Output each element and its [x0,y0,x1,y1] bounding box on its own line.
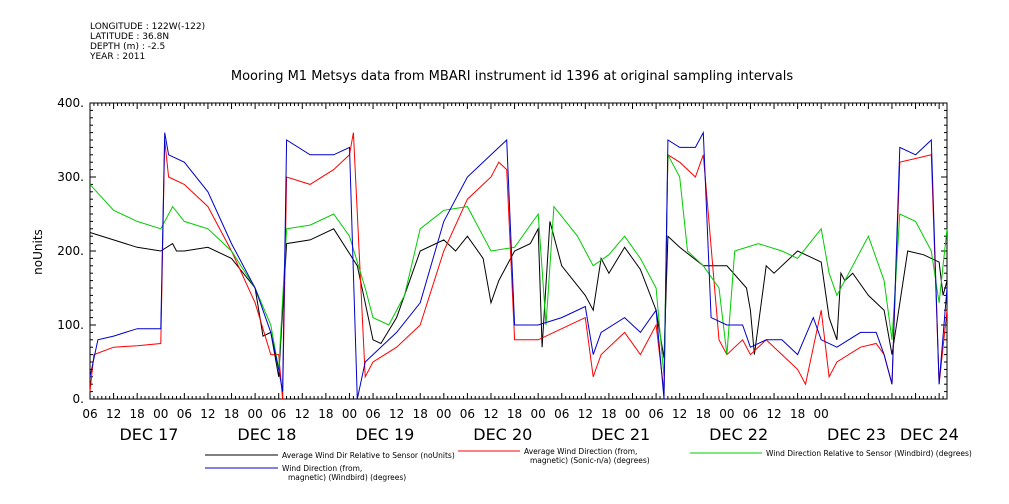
legend-label: magnetic) (Windbird) (degrees) [288,473,406,482]
y-tick-label: 100. [57,318,84,332]
legend: Average Wind Dir Relative to Sensor (noU… [205,447,972,482]
x-date-label: DEC 18 [237,425,296,444]
legend-label: Wind Direction (from, [282,464,362,473]
x-hour-label: 00 [153,407,168,421]
x-hour-label: 18 [696,407,711,421]
y-tick-label: 200. [57,244,84,258]
x-hour-label: 06 [648,407,663,421]
x-hour-label: 00 [814,407,829,421]
x-hour-label: 12 [766,407,781,421]
y-tick-label: 300. [57,170,84,184]
x-hour-label: 18 [130,407,145,421]
series-line-1 [89,221,948,377]
series-line-3 [89,152,948,377]
x-hour-label: 12 [672,407,687,421]
x-date-label: DEC 17 [119,425,178,444]
plot-frame [89,102,948,400]
x-hour-label: 12 [578,407,593,421]
x-hour-label: 06 [554,407,569,421]
legend-label: Wind Direction Relative to Sensor (Windb… [766,449,972,458]
x-hour-label: 18 [790,407,805,421]
x-date-label: DEC 22 [709,425,768,444]
legend-label: magnetic) (Sonic-n/a) (degrees) [530,456,650,465]
x-hour-label: 06 [743,407,758,421]
x-hour-label: 06 [460,407,475,421]
x-hour-label: 12 [295,407,310,421]
x-hour-label: 12 [483,407,498,421]
x-hour-label: 06 [271,407,286,421]
x-date-label: DEC 19 [355,425,414,444]
x-hour-label: 18 [413,407,428,421]
legend-label: Average Wind Direction (from, [524,447,637,456]
series-line-4 [89,130,948,400]
y-tick-label: 0. [73,392,84,406]
x-hour-label: 00 [625,407,640,421]
x-hour-label: 12 [200,407,215,421]
x-hour-label: 00 [436,407,451,421]
y-axis-label: noUnits [31,229,45,275]
x-hour-label: 06 [82,407,97,421]
x-hour-label: 06 [365,407,380,421]
depth-text: DEPTH (m) : -2.5 [90,42,166,52]
x-hour-label: 00 [719,407,734,421]
plot-area: 0. 100. 200. 300. 400. 06 12 18 00 06 12 18 00 06 12 18… [57,96,959,444]
x-hour-label: 18 [601,407,616,421]
x-hour-label: 00 [247,407,262,421]
x-hour-label: 18 [318,407,333,421]
x-hour-label: 18 [224,407,239,421]
x-hour-label: 12 [389,407,404,421]
x-hour-label: 12 [106,407,121,421]
y-tick-label: 400. [57,96,84,110]
x-hour-label: 00 [531,407,546,421]
longitude-text: LONGITUDE : 122W(-122) [90,22,206,32]
x-date-label: DEC 24 [900,425,959,444]
x-date-label: DEC 21 [591,425,650,444]
x-date-label: DEC 23 [827,425,886,444]
x-hour-label: 06 [177,407,192,421]
latitude-text: LATITUDE : 36.8N [90,32,170,42]
series-line-2 [89,132,948,400]
x-hour-label: 18 [507,407,522,421]
year-text: YEAR : 2011 [90,52,146,62]
legend-label: Average Wind Dir Relative to Sensor (noU… [282,451,455,460]
x-hour-label: 00 [342,407,357,421]
chart-title: Mooring M1 Metsys data from MBARI instru… [231,69,793,84]
metadata-block: LONGITUDE : 122W(-122) LATITUDE : 36.8N … [90,22,205,62]
x-date-label: DEC 20 [473,425,532,444]
